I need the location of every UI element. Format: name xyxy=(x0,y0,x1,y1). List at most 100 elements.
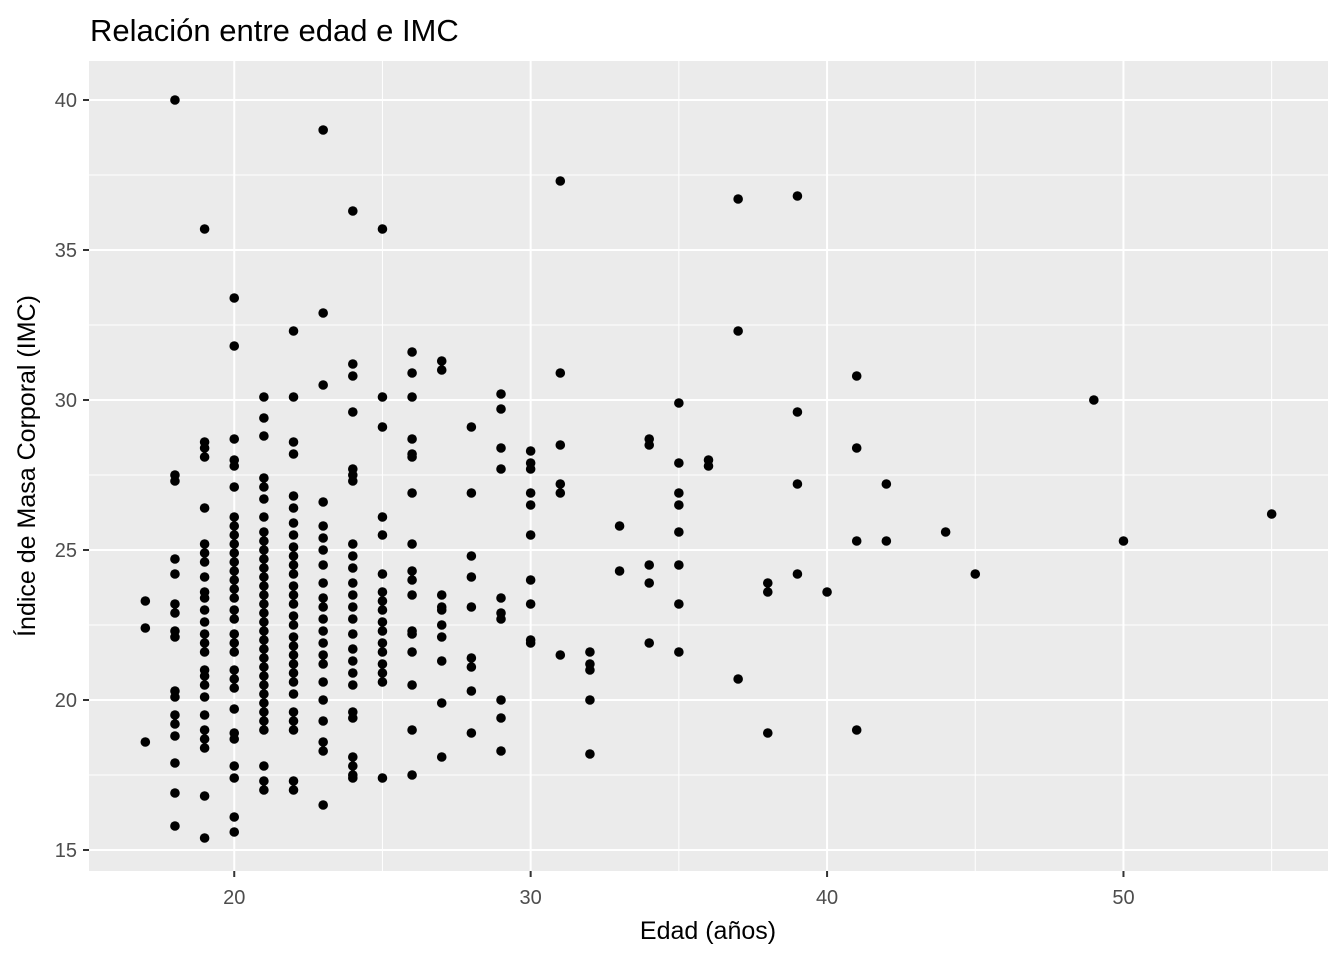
data-point xyxy=(407,452,417,462)
data-point xyxy=(318,800,328,810)
data-point xyxy=(525,488,536,498)
data-point xyxy=(259,413,269,423)
data-point xyxy=(259,662,269,672)
data-point xyxy=(259,680,269,690)
data-point xyxy=(377,638,388,648)
data-point xyxy=(229,605,240,615)
x-axis-title: Edad (años) xyxy=(640,917,776,945)
data-point xyxy=(318,125,328,135)
data-point xyxy=(525,446,536,456)
data-point xyxy=(229,530,240,540)
data-point xyxy=(140,623,151,633)
data-point xyxy=(762,578,773,588)
data-point xyxy=(288,518,299,528)
data-point xyxy=(348,752,358,762)
chart-title: Relación entre edad e IMC xyxy=(90,13,459,48)
data-point xyxy=(466,686,477,696)
data-point xyxy=(199,548,210,558)
data-point xyxy=(288,620,299,630)
data-point xyxy=(229,434,240,444)
data-point xyxy=(288,326,299,336)
data-point xyxy=(229,665,240,675)
data-point xyxy=(288,650,299,660)
data-point xyxy=(259,392,269,402)
data-point xyxy=(496,695,506,705)
data-point xyxy=(970,569,981,579)
data-point xyxy=(585,647,595,657)
data-point xyxy=(259,494,269,504)
data-point xyxy=(881,536,892,546)
data-point xyxy=(555,176,566,186)
y-axis-ticks: 15 20 25 30 35 40 xyxy=(55,90,89,862)
data-point xyxy=(199,452,210,462)
data-point xyxy=(318,737,328,747)
data-point xyxy=(940,527,951,537)
data-point xyxy=(407,539,417,549)
data-point xyxy=(674,500,684,510)
data-point xyxy=(318,626,328,636)
data-point xyxy=(229,539,240,549)
data-point xyxy=(496,443,506,453)
data-point xyxy=(555,368,566,378)
data-point xyxy=(407,770,417,780)
data-point xyxy=(199,557,210,567)
data-point xyxy=(407,590,417,600)
data-point xyxy=(407,488,417,498)
data-point xyxy=(259,725,269,735)
data-point xyxy=(792,407,803,417)
data-point xyxy=(436,365,447,375)
data-point xyxy=(496,614,506,624)
data-point xyxy=(259,608,269,618)
data-point xyxy=(377,392,388,402)
data-point xyxy=(348,563,358,573)
data-point xyxy=(348,680,358,690)
data-point xyxy=(466,662,477,672)
data-point xyxy=(318,560,328,570)
data-point xyxy=(525,530,536,540)
data-point xyxy=(259,671,269,681)
data-point xyxy=(762,587,773,597)
data-point xyxy=(199,680,210,690)
y-tick-label: 40 xyxy=(55,90,77,112)
data-point xyxy=(259,572,269,582)
data-point xyxy=(259,716,269,726)
data-point xyxy=(229,683,240,693)
data-point xyxy=(377,512,388,522)
data-point xyxy=(170,788,180,798)
y-tick-label: 35 xyxy=(55,240,77,262)
data-point xyxy=(496,389,506,399)
data-point xyxy=(348,614,358,624)
data-point xyxy=(288,503,299,513)
data-point xyxy=(318,677,328,687)
data-point xyxy=(822,587,832,597)
data-point xyxy=(259,563,269,573)
data-point xyxy=(199,710,210,720)
data-point xyxy=(259,482,269,492)
data-point xyxy=(466,602,477,612)
data-point xyxy=(199,638,210,648)
data-point xyxy=(170,719,180,729)
data-point xyxy=(318,578,328,588)
data-point xyxy=(288,392,299,402)
data-point xyxy=(377,647,388,657)
data-point xyxy=(555,650,566,660)
data-point xyxy=(199,791,210,801)
data-point xyxy=(259,698,269,708)
data-point xyxy=(288,569,299,579)
data-point xyxy=(318,593,328,603)
data-point xyxy=(348,602,358,612)
data-point xyxy=(229,734,240,744)
data-point xyxy=(229,761,240,771)
data-point xyxy=(259,545,269,555)
data-point xyxy=(229,557,240,567)
data-point xyxy=(288,659,299,669)
data-point xyxy=(436,590,447,600)
data-point xyxy=(407,680,417,690)
data-point xyxy=(318,614,328,624)
data-point xyxy=(555,488,566,498)
data-point xyxy=(407,392,417,402)
data-point xyxy=(466,653,477,663)
data-point xyxy=(318,650,328,660)
data-point xyxy=(348,578,358,588)
data-point xyxy=(348,773,358,783)
